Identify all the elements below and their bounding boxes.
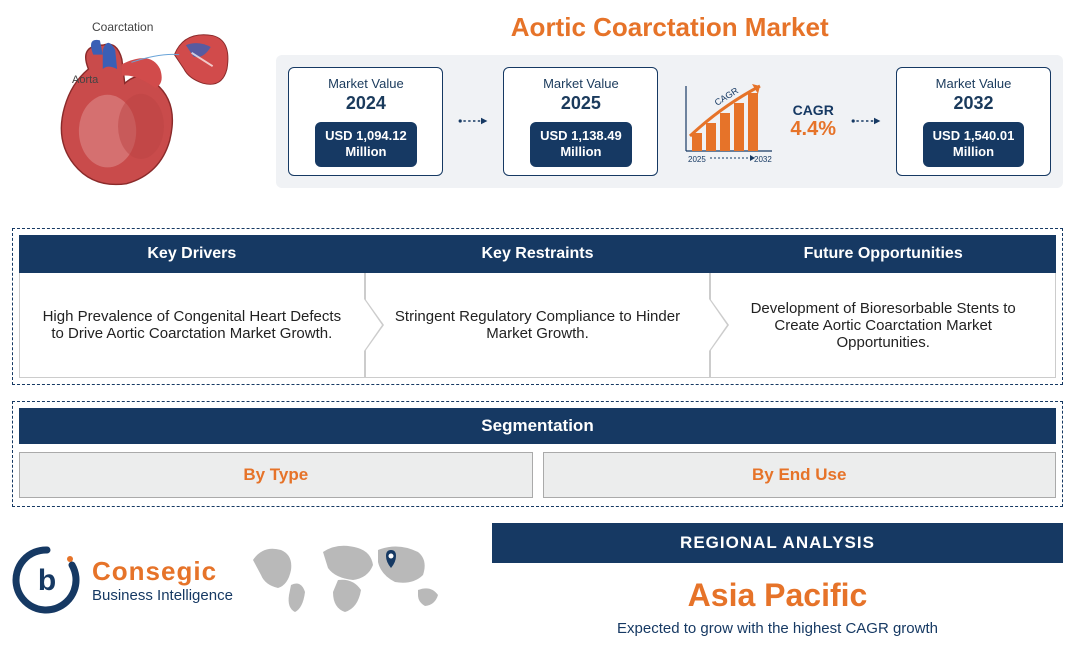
cagr-label: CAGR <box>790 102 836 118</box>
connector-dots <box>850 117 882 125</box>
heart-svg <box>12 12 260 212</box>
page-title: Aortic Coarctation Market <box>276 12 1063 43</box>
svg-text:2025: 2025 <box>688 155 706 164</box>
svg-text:2032: 2032 <box>754 155 772 164</box>
value-box-2032: Market Value 2032 USD 1,540.01 Million <box>896 67 1051 176</box>
world-map-icon <box>243 530 453 630</box>
segmentation-header: Segmentation <box>19 408 1056 444</box>
market-value-strip: Market Value 2024 USD 1,094.12 Million M… <box>276 55 1063 188</box>
panel-body: Development of Bioresorbable Stents to C… <box>710 273 1056 378</box>
cagr-section: CAGR 2025 2032 CAGR 4.4% <box>672 76 836 166</box>
value-label: Market Value <box>328 76 404 91</box>
value-label: Market Value <box>936 76 1012 91</box>
value-pill: USD 1,138.49 Million <box>530 122 632 167</box>
value-box-2025: Market Value 2025 USD 1,138.49 Million <box>503 67 658 176</box>
panel-key-drivers: Key Drivers High Prevalence of Congenita… <box>19 235 365 378</box>
value-box-2024: Market Value 2024 USD 1,094.12 Million <box>288 67 443 176</box>
value-year: 2024 <box>346 93 386 114</box>
heart-illustration: Coarctation Aorta <box>12 12 260 212</box>
regional-analysis: REGIONAL ANALYSIS Asia Pacific Expected … <box>492 523 1063 637</box>
value-label: Market Value <box>543 76 619 91</box>
panel-future-opportunities: Future Opportunities Development of Bior… <box>710 235 1056 378</box>
panel-key-restraints: Key Restraints Stringent Regulatory Comp… <box>365 235 711 378</box>
region-name: Asia Pacific <box>492 577 1063 614</box>
logo-line1: Consegic <box>92 556 233 587</box>
logo-area: b Consegic Business Intelligence <box>12 523 472 637</box>
logo-line2: Business Intelligence <box>92 587 233 604</box>
panel-header: Key Restraints <box>365 235 711 273</box>
panel-header: Key Drivers <box>19 235 365 273</box>
value-year: 2032 <box>953 93 993 114</box>
segmentation-item-type: By Type <box>19 452 533 498</box>
cagr-chart: CAGR 2025 2032 <box>672 76 782 166</box>
svg-text:b: b <box>38 564 56 597</box>
region-note: Expected to grow with the highest CAGR g… <box>492 620 1063 637</box>
value-pill: USD 1,094.12 Million <box>315 122 417 167</box>
value-year: 2025 <box>561 93 601 114</box>
label-coarctation: Coarctation <box>92 20 153 34</box>
regional-header: REGIONAL ANALYSIS <box>492 523 1063 563</box>
segmentation-block: Segmentation By Type By End Use <box>12 401 1063 507</box>
segmentation-item-enduse: By End Use <box>543 452 1057 498</box>
value-pill: USD 1,540.01 Million <box>923 122 1025 167</box>
logo-icon: b <box>12 545 82 615</box>
panel-body: Stringent Regulatory Compliance to Hinde… <box>365 273 711 378</box>
label-aorta: Aorta <box>72 74 98 86</box>
cagr-value: 4.4% <box>790 118 836 141</box>
panel-body: High Prevalence of Congenital Heart Defe… <box>19 273 365 378</box>
panel-header: Future Opportunities <box>710 235 1056 273</box>
driver-restraint-opportunity-row: Key Drivers High Prevalence of Congenita… <box>12 228 1063 385</box>
connector-dots <box>457 117 489 125</box>
